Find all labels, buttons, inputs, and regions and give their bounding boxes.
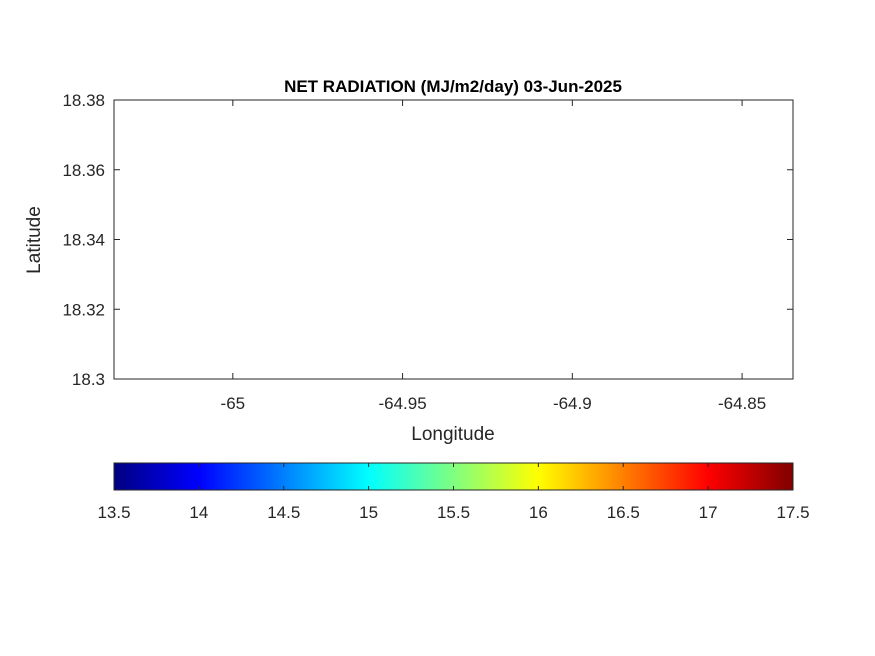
plot-area [114, 100, 793, 379]
chart-title: NET RADIATION (MJ/m2/day) 03-Jun-2025 [284, 77, 622, 96]
